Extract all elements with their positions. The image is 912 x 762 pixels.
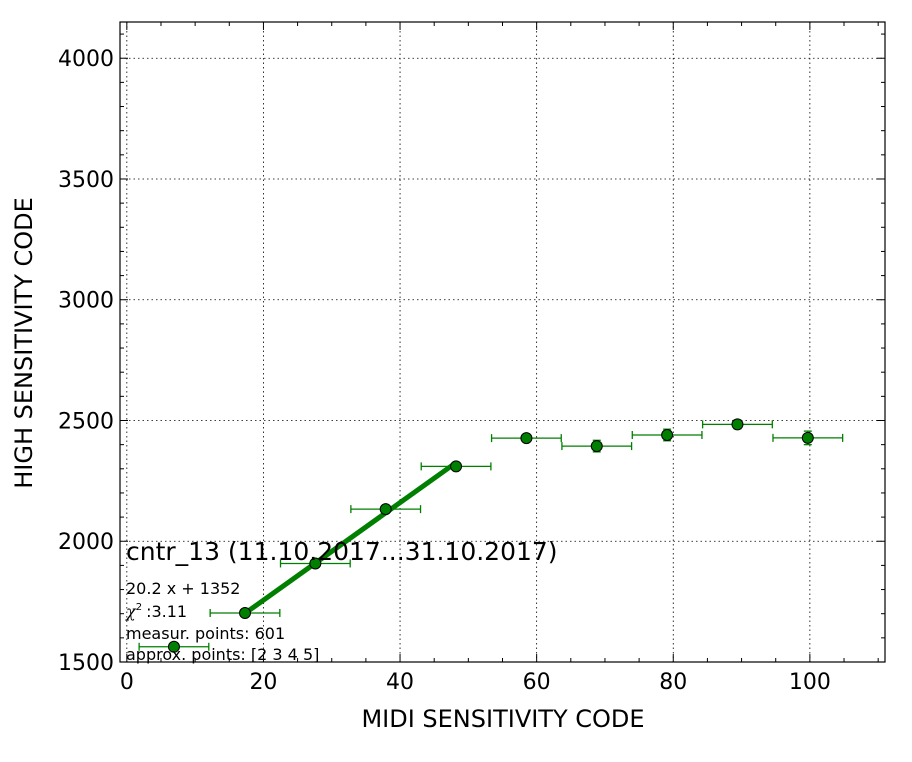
data-point (309, 557, 322, 570)
data-point (167, 640, 180, 653)
x-axis-label: MIDI SENSITIVITY CODE (361, 705, 644, 733)
annotation-approx-points: approx. points: [2 3 4 5] (126, 645, 319, 664)
plot-frame (119, 21, 886, 663)
x-tick-label: 80 (659, 670, 687, 695)
fit-line (243, 460, 458, 616)
y-tick-label: 4000 (58, 47, 114, 72)
axis-ticks: 0 20 40 60 80 100 1500 2000 2500 3000 3500 4000 (58, 22, 885, 695)
y-tick-label: 3500 (58, 168, 114, 193)
y-tick-label: 1500 (58, 651, 114, 676)
grid (120, 22, 885, 663)
x-tick-label: 40 (386, 670, 414, 695)
data-point (590, 440, 603, 453)
x-tick-label: 0 (120, 670, 134, 695)
x-tick-label: 100 (789, 670, 831, 695)
y-tick-label: 2000 (58, 530, 114, 555)
annotation-block: cntr_13 (11.10.2017...31.10.2017) 20.2 x… (125, 537, 558, 664)
data-point (731, 418, 744, 431)
fit-line-group (243, 460, 458, 616)
y-axis-label: HIGH SENSITIVITY CODE (10, 197, 38, 489)
annotation-measur-points: measur. points: 601 (126, 624, 285, 643)
annotation-title: cntr_13 (11.10.2017...31.10.2017) (126, 537, 558, 566)
data-point (238, 606, 251, 619)
x-tick-label: 60 (523, 670, 551, 695)
chi2-exponent: 2 (136, 602, 142, 613)
data-point (661, 428, 674, 441)
data-point (520, 432, 533, 445)
data-point (379, 503, 392, 516)
annotation-equation: 20.2 x + 1352 (126, 579, 240, 598)
annotation-chi2: χ2 :3.11 (125, 602, 187, 621)
chi2-value: :3.11 (146, 602, 187, 621)
data-point (450, 460, 463, 473)
x-tick-label: 20 (249, 670, 277, 695)
y-tick-label: 3000 (58, 289, 114, 314)
data-points-group (138, 418, 844, 653)
y-tick-label: 2500 (58, 409, 114, 434)
chi2-symbol: χ (125, 602, 137, 621)
data-point (801, 431, 814, 444)
